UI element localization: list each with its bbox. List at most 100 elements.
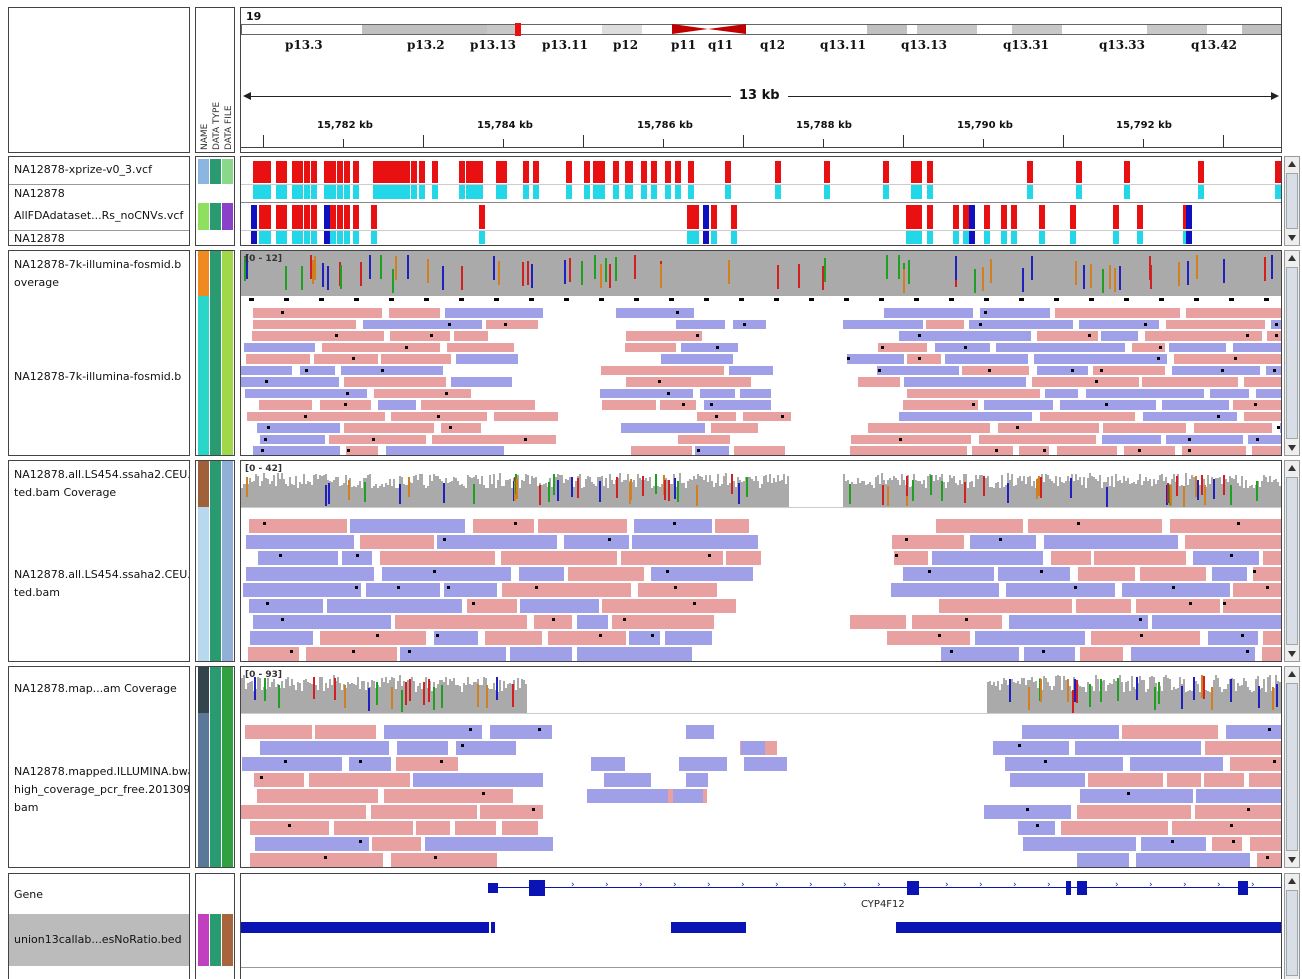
coverage-bar [681, 254, 683, 293]
track-name-ls454-reads-2[interactable]: ted.bam [14, 586, 60, 599]
coverage-bar [475, 256, 477, 293]
fosmid-scrollbar[interactable] [1284, 250, 1300, 456]
mismatch-bar [328, 483, 330, 504]
illumina-scrollbar[interactable] [1284, 666, 1300, 868]
coverage-bar [811, 253, 813, 293]
track-name-fosmid-coverage[interactable]: NA12878-7k-illumina-fosmid.b [14, 258, 182, 271]
track-name-illumina-coverage[interactable]: NA12878.map...am Coverage [14, 682, 177, 695]
track-name-bed[interactable]: union13callab...esNoRatio.bed [14, 933, 182, 946]
genotype-call [693, 231, 699, 244]
mismatch-bar [246, 476, 248, 498]
coverage-bar [921, 262, 923, 293]
cytoband-label: p13.13 [470, 38, 516, 52]
coverage-bar [1151, 486, 1153, 507]
ruler-tick-label: 15,782 kb [317, 120, 373, 131]
gene-label[interactable]: CYP4F12 [861, 899, 905, 910]
track-name-gene[interactable]: Gene [14, 888, 44, 901]
coverage-bar [535, 264, 537, 293]
coverage-bar [953, 475, 955, 507]
coverage-bar [271, 682, 273, 713]
mismatch-bar [1170, 485, 1172, 506]
track-name-vcf-2[interactable]: AllFDAdataset...Rs_noCNVs.vcf [14, 209, 184, 222]
track-name-vcf-1-sample[interactable]: NA12878 [14, 187, 65, 200]
read [245, 725, 312, 739]
coverage-bar [251, 261, 253, 293]
ls454-data-panel[interactable]: [0 - 42] [240, 460, 1282, 662]
genotype-call [1001, 231, 1007, 244]
mismatch-mark [1221, 368, 1224, 372]
coverage-bar [1205, 689, 1207, 713]
coverage-bar [1053, 269, 1055, 293]
coverage-bar [1051, 255, 1053, 293]
attr-header-data-file[interactable]: DATA FILE [224, 105, 234, 150]
illumina-data-panel[interactable]: [0 - 93] [240, 666, 1282, 868]
coverage-bar [851, 268, 853, 293]
coverage-bar [319, 474, 321, 507]
fosmid-data-panel[interactable]: [0 - 12] [240, 250, 1282, 456]
coverage-bar [1037, 262, 1039, 293]
attr-header-data-type[interactable]: DATA TYPE [212, 101, 222, 150]
coverage-bar [293, 685, 295, 713]
track-name-vcf-2-sample[interactable]: NA12878 [14, 232, 65, 245]
feature-scrollbar[interactable] [1284, 873, 1300, 979]
coverage-bar [1157, 270, 1159, 293]
coverage-bar [1249, 485, 1251, 507]
coverage-bar [343, 483, 345, 507]
track-name-ls454-coverage-2[interactable]: ted.bam Coverage [14, 486, 117, 499]
track-name-illumina-reads-3[interactable]: bam [14, 801, 39, 814]
mismatch-bar [1150, 264, 1152, 289]
mismatch-bar [577, 477, 579, 499]
attr-header-name[interactable]: NAME [200, 123, 210, 150]
mismatch-mark [281, 618, 284, 621]
read [1257, 853, 1281, 867]
track-name-fosmid-coverage-2[interactable]: overage [14, 276, 60, 289]
coverage-bar [645, 477, 647, 507]
row-divider [241, 202, 1281, 203]
coverage-bar [1067, 475, 1069, 507]
variant-call [1198, 161, 1204, 183]
coverage-bar [375, 263, 377, 293]
insertion-mark [1194, 298, 1199, 301]
mismatch-bar [615, 257, 617, 281]
read [1102, 434, 1161, 444]
variant-call [911, 161, 917, 183]
coverage-bar [447, 483, 449, 507]
mismatch-bar [655, 473, 657, 495]
mismatch-bar [1090, 263, 1092, 288]
coverage-bar [863, 255, 865, 293]
coverage-bar [1245, 479, 1247, 507]
coverage-bar [1223, 689, 1225, 713]
insertion-mark [984, 298, 989, 301]
insertion-mark [284, 298, 289, 301]
track-name-fosmid-reads[interactable]: NA12878-7k-illumina-fosmid.b [14, 370, 182, 383]
read [651, 567, 753, 581]
mismatch-bar [677, 481, 679, 502]
track-name-vcf-1[interactable]: NA12878-xprize-v0_3.vcf [14, 163, 152, 176]
read [1078, 567, 1135, 581]
coverage-bar [351, 682, 353, 713]
track-name-ls454-coverage[interactable]: NA12878.all.LS454.ssaha2.CEU. [14, 468, 190, 481]
mismatch-mark [552, 618, 555, 621]
mismatch-bar [1119, 265, 1121, 290]
ls454-scrollbar[interactable] [1284, 460, 1300, 662]
track-name-illumina-reads[interactable]: NA12878.mapped.ILLUMINA.bwa [14, 765, 190, 778]
feature-data-panel[interactable]: CYP4F12 › › › › › › › › › › › › › › › › › › › › › [240, 873, 1282, 979]
mismatch-bar [548, 481, 550, 503]
vcf-scrollbar[interactable] [1284, 156, 1300, 246]
read [300, 365, 335, 375]
coverage-bar [319, 677, 321, 713]
variant-call [259, 205, 265, 229]
track-name-ls454-reads[interactable]: NA12878.all.LS454.ssaha2.CEU. [14, 568, 190, 581]
coverage-bar [741, 266, 743, 293]
insertion-mark [249, 298, 254, 301]
coverage-bar [575, 258, 577, 293]
coverage-bar [1029, 680, 1031, 713]
read [1194, 423, 1272, 433]
coverage-bar [737, 257, 739, 293]
chromosome-ideogram[interactable] [241, 23, 1281, 36]
coverage-bar [1185, 692, 1187, 713]
coverage-bar [967, 487, 969, 507]
vcf-data-panel[interactable] [240, 156, 1282, 246]
track-name-illumina-reads-2[interactable]: high_coverage_pcr_free.201309 [14, 783, 190, 796]
variant-call [523, 161, 529, 183]
